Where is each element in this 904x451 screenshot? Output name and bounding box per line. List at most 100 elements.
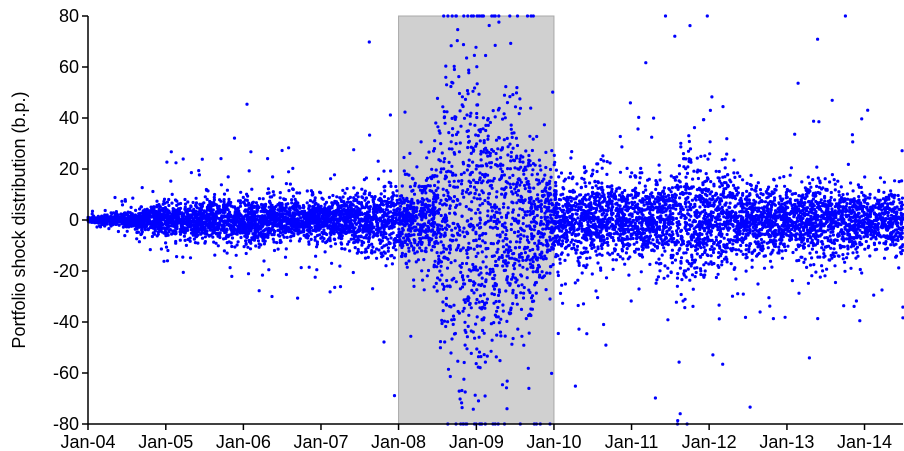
- data-point: [383, 199, 387, 203]
- data-point: [288, 182, 292, 186]
- data-point: [728, 201, 732, 205]
- data-point: [458, 109, 462, 113]
- data-point: [842, 304, 846, 308]
- data-point: [183, 202, 188, 206]
- data-point: [625, 195, 630, 199]
- data-point: [379, 192, 383, 196]
- data-point: [123, 199, 127, 203]
- data-point: [382, 169, 386, 173]
- data-point: [214, 241, 218, 245]
- data-point: [692, 126, 697, 130]
- data-point: [472, 247, 476, 251]
- data-point: [483, 241, 487, 245]
- data-point: [653, 396, 658, 400]
- data-point: [313, 275, 317, 279]
- data-point: [635, 229, 640, 233]
- data-point: [832, 247, 836, 251]
- data-point: [254, 201, 258, 205]
- data-point: [668, 209, 672, 213]
- data-point: [666, 318, 670, 322]
- data-point: [490, 148, 494, 152]
- data-point: [702, 245, 706, 249]
- data-point: [729, 262, 733, 266]
- data-point: [684, 205, 688, 209]
- data-point: [422, 198, 426, 202]
- data-point: [504, 185, 508, 189]
- data-point: [450, 147, 454, 151]
- data-point: [856, 254, 860, 258]
- data-point: [402, 169, 406, 173]
- data-point: [502, 173, 506, 177]
- data-point: [896, 193, 900, 198]
- data-point: [333, 242, 338, 246]
- data-point: [569, 156, 573, 160]
- data-point: [170, 192, 174, 196]
- data-point: [441, 187, 445, 191]
- data-point: [692, 169, 696, 173]
- data-point: [446, 257, 450, 261]
- data-point: [733, 186, 737, 190]
- data-point: [392, 208, 396, 212]
- data-point: [691, 205, 695, 209]
- data-point: [602, 220, 606, 224]
- data-point: [811, 197, 816, 201]
- data-point: [499, 167, 503, 171]
- data-point: [708, 192, 712, 196]
- data-point: [230, 236, 235, 240]
- data-point: [539, 256, 543, 260]
- data-point: [290, 198, 294, 202]
- data-point: [745, 189, 749, 193]
- data-point: [628, 101, 633, 105]
- data-point: [735, 252, 739, 256]
- data-point: [410, 244, 414, 248]
- data-point: [454, 142, 458, 146]
- data-point: [466, 256, 470, 260]
- data-point: [474, 301, 478, 305]
- data-point: [522, 234, 526, 238]
- data-point: [739, 214, 743, 218]
- data-point: [467, 192, 471, 196]
- data-point: [511, 272, 515, 276]
- data-point: [600, 253, 604, 257]
- data-point: [818, 275, 822, 279]
- data-point: [561, 223, 566, 227]
- data-point: [554, 184, 558, 188]
- data-point: [773, 196, 777, 200]
- data-point: [858, 267, 862, 272]
- data-point: [595, 253, 599, 257]
- data-point: [492, 287, 497, 291]
- data-point: [539, 168, 543, 172]
- data-point: [772, 198, 777, 202]
- data-point: [535, 197, 539, 201]
- data-point: [684, 275, 688, 279]
- data-point: [567, 243, 571, 247]
- data-point: [749, 183, 753, 187]
- data-point: [311, 228, 315, 233]
- data-point: [649, 241, 653, 245]
- data-point: [670, 248, 675, 252]
- data-point: [491, 267, 495, 271]
- data-point: [550, 371, 554, 375]
- data-point: [367, 40, 371, 44]
- data-point: [403, 172, 407, 176]
- data-point: [823, 199, 827, 203]
- data-point: [310, 193, 314, 197]
- data-point: [718, 222, 722, 226]
- data-point: [497, 207, 501, 211]
- data-point: [849, 245, 853, 249]
- data-point: [515, 302, 519, 306]
- data-point: [223, 228, 227, 232]
- data-point: [570, 150, 574, 154]
- data-point: [673, 258, 678, 262]
- data-point: [359, 201, 364, 205]
- data-point: [819, 198, 823, 202]
- data-point: [488, 179, 492, 183]
- data-point: [786, 244, 790, 248]
- data-point: [219, 157, 223, 161]
- data-point: [522, 285, 526, 290]
- data-point: [377, 248, 381, 252]
- data-point: [596, 195, 600, 199]
- data-point: [648, 234, 653, 238]
- data-point: [440, 273, 444, 277]
- data-point: [489, 218, 493, 222]
